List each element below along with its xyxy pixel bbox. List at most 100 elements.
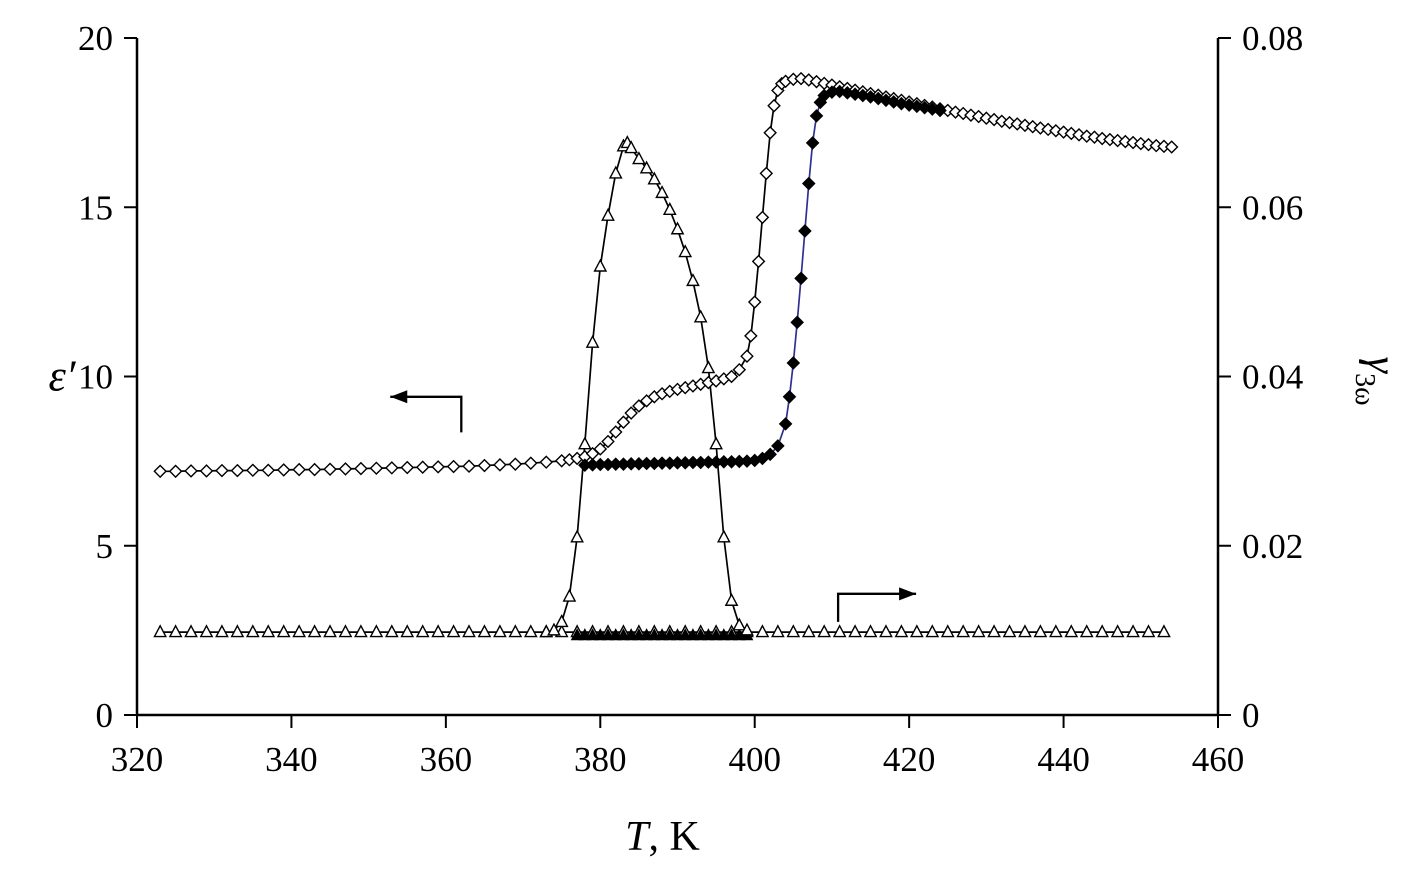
diamond-open-marker xyxy=(354,461,368,476)
diamond-filled-marker xyxy=(902,98,916,112)
triangle-open-marker xyxy=(801,624,816,638)
triangle-open-marker xyxy=(1064,624,1079,638)
diamond-open-marker xyxy=(1025,119,1040,134)
triangle-open-marker xyxy=(323,624,337,638)
triangle-open-marker xyxy=(462,624,476,638)
triangle-open-marker xyxy=(848,624,862,638)
diamond-open-marker xyxy=(539,455,554,469)
triangle-filled-marker xyxy=(671,628,684,641)
arrow-line xyxy=(390,395,463,433)
triangle-open-marker xyxy=(493,624,507,638)
triangle-open-marker xyxy=(1079,624,1094,638)
triangle-open-marker xyxy=(639,160,654,174)
triangle-open-marker xyxy=(879,624,893,638)
triangle-open-marker xyxy=(477,624,492,638)
triangle-open-marker xyxy=(956,624,971,638)
diamond-filled-marker xyxy=(801,176,816,191)
diamond-open-marker xyxy=(400,460,415,475)
triangle-filled-marker xyxy=(678,628,692,641)
series-permittivity-filled-diamonds xyxy=(578,84,947,472)
triangle-open-marker xyxy=(446,624,461,638)
triangle-open-marker xyxy=(508,624,523,638)
diamond-filled-marker xyxy=(933,103,947,118)
diamond-open-marker xyxy=(744,329,758,343)
arrow-line xyxy=(836,592,917,622)
diamond-open-marker xyxy=(608,425,623,439)
diamond-open-marker xyxy=(168,464,183,479)
triangle-filled-marker xyxy=(702,628,715,641)
diamond-open-marker xyxy=(462,459,476,473)
triangle-open-marker xyxy=(523,624,538,638)
diamond-open-marker xyxy=(276,463,291,477)
triangle-open-marker xyxy=(832,624,847,638)
triangle-open-marker xyxy=(740,622,754,636)
y-left-tick-label: 10 xyxy=(78,358,113,397)
diamond-filled-marker xyxy=(809,109,824,123)
x-tick-label: 320 xyxy=(111,740,164,779)
triangle-open-marker xyxy=(701,360,716,374)
diamond-open-marker xyxy=(755,210,770,225)
diamond-open-marker xyxy=(809,74,824,89)
triangle-open-marker xyxy=(369,624,384,638)
arrowhead-icon xyxy=(390,390,408,404)
diamond-filled-marker xyxy=(794,271,808,286)
diamond-open-marker xyxy=(624,406,638,420)
diamond-open-marker xyxy=(338,462,353,476)
triangle-open-marker xyxy=(632,151,646,165)
y-left-tick-label: 20 xyxy=(78,19,113,58)
diamond-open-marker xyxy=(307,462,322,477)
diamond-filled-marker xyxy=(771,439,785,453)
triangle-open-marker xyxy=(1018,624,1032,638)
diamond-open-marker xyxy=(1033,121,1048,135)
y-left-tick-label: 5 xyxy=(96,527,114,566)
triangle-open-marker xyxy=(431,624,445,638)
triangle-open-marker xyxy=(940,624,955,638)
triangle-filled-marker xyxy=(586,628,599,641)
diamond-filled-marker xyxy=(863,90,878,104)
triangle-open-marker xyxy=(894,624,909,638)
triangle-open-marker xyxy=(732,617,747,631)
diamond-open-marker xyxy=(246,463,260,478)
diamond-open-marker xyxy=(1164,140,1179,154)
diamond-open-marker xyxy=(431,460,445,474)
triangle-filled-marker xyxy=(624,628,638,641)
diamond-filled-marker xyxy=(871,91,886,106)
diamond-open-marker xyxy=(740,349,754,363)
triangle-open-marker xyxy=(693,309,708,323)
triangle-open-marker xyxy=(910,624,924,638)
diamond-open-marker xyxy=(524,456,538,470)
diamond-filled-marker xyxy=(805,136,820,150)
triangle-filled-marker xyxy=(655,628,669,641)
triangle-open-marker xyxy=(1048,624,1063,638)
diamond-open-marker xyxy=(1103,132,1117,147)
triangle-open-marker xyxy=(1110,624,1125,638)
diamond-filled-marker xyxy=(778,417,793,431)
triangle-open-marker xyxy=(925,624,940,638)
series-gamma-baseline-filled-triangles xyxy=(570,628,754,641)
triangle-filled-marker xyxy=(593,628,607,641)
triangle-open-marker xyxy=(245,624,260,638)
triangle-filled-marker xyxy=(725,628,738,641)
series-permittivity-open-diamonds xyxy=(153,71,1179,479)
triangle-open-marker xyxy=(415,624,430,638)
diamond-filled-marker xyxy=(790,315,804,330)
triangle-open-marker xyxy=(593,258,608,272)
diamond-filled-marker xyxy=(798,224,812,238)
x-tick-label: 360 xyxy=(420,740,473,779)
diamond-filled-marker xyxy=(786,356,801,370)
diamond-filled-marker xyxy=(879,93,893,108)
y-left-tick-label: 15 xyxy=(78,188,113,227)
diamond-open-marker xyxy=(1049,123,1063,138)
diamond-open-marker xyxy=(987,112,1001,127)
triangle-open-marker xyxy=(716,529,731,543)
triangle-open-marker xyxy=(1002,624,1017,638)
triangle-open-marker xyxy=(624,140,639,154)
arrowhead-icon xyxy=(899,587,917,601)
right-axis-arrow xyxy=(836,587,917,622)
y-right-tick-label: 0 xyxy=(1242,696,1260,735)
y-left-axis-title: ε′ xyxy=(49,352,77,401)
triangle-open-marker xyxy=(987,624,1001,638)
diamond-open-marker xyxy=(1087,130,1102,144)
